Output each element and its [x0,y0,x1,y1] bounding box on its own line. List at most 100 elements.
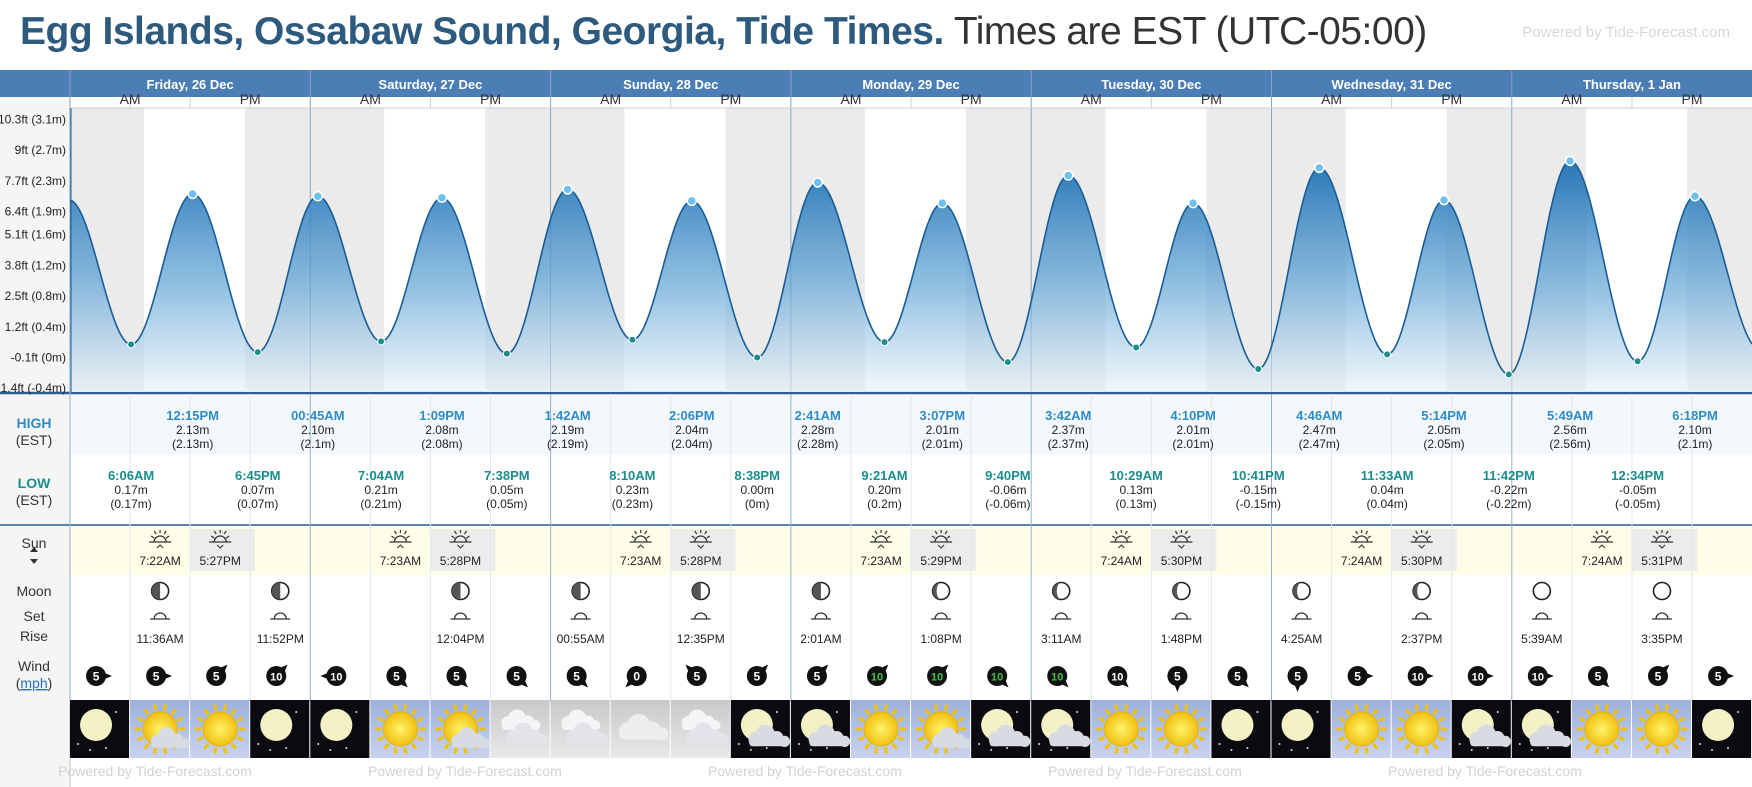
sun-glyph-disc [1344,711,1380,747]
sun-glyph-ray [1654,747,1660,754]
wind-indicator: 5 [806,664,829,686]
high-tide-time: 12:15PM [166,408,219,423]
sun-glyph-disc [1163,711,1199,747]
wind-indicator: 5 [506,666,528,688]
sun-glyph-ray [1432,742,1439,750]
star [797,743,800,745]
star [1518,743,1521,745]
moon-arc [273,612,287,620]
weather-icon-moon-clear [310,700,370,758]
sun-glyph-ray [471,708,478,716]
wind-indicator: 10 [320,666,347,686]
sun-glyph-ray [453,704,458,711]
sun-arrow [697,544,705,549]
star [825,747,828,749]
sun-glyph-ray [1585,708,1592,716]
moonrise-icon [150,612,171,620]
sunset-icon [209,530,232,549]
wind-disc [146,666,167,686]
low-tide-paren: (0.17m) [110,497,151,511]
high-tide-point [812,177,823,188]
ampm-label: AM [1561,91,1582,107]
high-tide-time: 5:49AM [1547,408,1593,423]
wind-speed: 5 [453,670,460,684]
star [1278,743,1281,745]
wind-indicator: 5 [1587,666,1610,688]
high-tide-time: 2:41AM [795,408,841,423]
ampm-label: PM [240,91,261,107]
low-tide-height: 0.07m [241,483,274,497]
high-tide-point [1564,155,1576,167]
sun-glyph-ray [383,708,390,716]
sun-glyph-ray [1404,742,1412,750]
sun-glyph-ray [917,735,925,742]
moon-glyph [1702,709,1735,741]
moon-event-time: 2:37PM [1401,632,1442,646]
day-header-label: Wednesday, 31 Dec [1332,77,1452,92]
high-row-tz: (EST) [16,432,53,448]
sunrise-icon [870,530,893,549]
star [1316,711,1319,713]
weather-icon-moon-cloud [730,700,791,758]
sun-glyph-ray [197,735,204,742]
high-tide-time: 00:45AM [291,408,344,423]
sun-glyph-ray [443,708,450,716]
timezone-note: Times are EST (UTC-05:00) [953,10,1427,53]
ampm-label: AM [600,91,621,107]
moon-shadow [1413,582,1422,600]
sun-glyph [1396,704,1447,754]
sun-glyph-ray [1594,704,1600,711]
moon-arc [1535,612,1549,620]
wind-unit-link[interactable]: mph [20,675,47,691]
moon-row-label: Moon [16,583,51,599]
moon-shadow [1172,582,1182,600]
moon-event-time: 3:35PM [1641,632,1682,646]
moon-glyph [1281,709,1314,741]
wind-speed: 0 [633,670,640,684]
moon-rise-label: Rise [20,628,48,644]
sunset-time: 5:28PM [680,554,721,568]
star [1076,711,1079,713]
moonrise-icon [1411,612,1432,620]
sun-glyph-ray [897,735,905,742]
sun-ray [1367,535,1371,539]
moonrise-icon [1171,612,1192,620]
moon-phase-icon [931,581,951,601]
sun-glyph-ray [897,716,905,723]
sun-glyph-disc [1584,711,1620,747]
weather-icon-moon-clear [1211,700,1271,758]
sun-glyph-ray [1612,708,1619,716]
wind-unit-open: ( [16,675,21,691]
sun-glyph-ray [393,747,398,754]
wind-disc [1708,666,1729,686]
sun-glyph-ray [153,704,158,711]
cloud-shape [988,724,1031,747]
moon-phase-icon [1532,581,1552,601]
high-tide-paren: (2.37m) [1048,437,1089,451]
low-tide-time: 12:34PM [1611,468,1664,483]
sun-glyph [1096,704,1147,754]
moon-phase-icon [1652,581,1672,601]
powered-by-footer: Powered by Tide-Forecast.com [1048,763,1242,779]
sun-ray [213,530,217,535]
sun-glyph-ray [1618,716,1626,723]
high-tide-paren: (2.08m) [421,437,462,451]
low-tide-label: 12:34PM-0.05m(-0.05m) [1611,468,1664,511]
sun-glyph-ray [1338,735,1346,742]
wind-indicator: 10 [1407,666,1434,686]
star [89,749,91,751]
high-tide-time: 6:18PM [1672,408,1718,423]
weather-icon-cloudy [550,700,610,758]
sun-glyph-ray [934,704,939,711]
low-tide-height: 0.17m [114,483,147,497]
sun-glyph-ray [857,735,865,742]
sunset-icon [689,530,712,549]
sun-glyph-ray [1124,747,1129,754]
sun-glyph-ray [1378,716,1385,723]
low-tide-paren: (0.23m) [612,497,653,511]
sun-ray [886,535,891,539]
star [1038,743,1041,745]
